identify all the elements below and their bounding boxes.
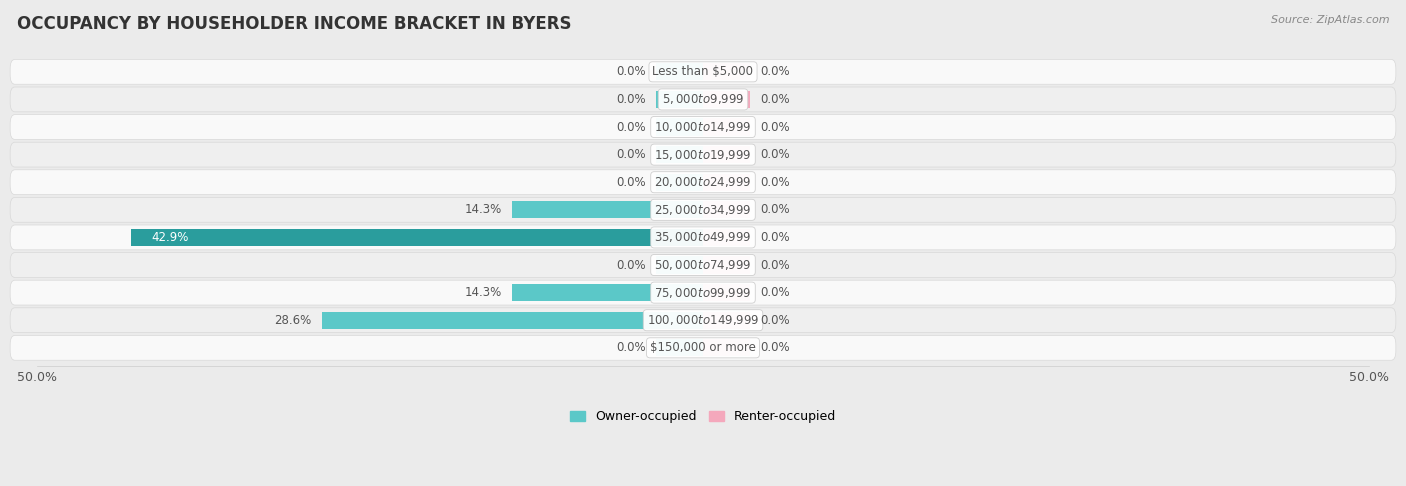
Text: $35,000 to $49,999: $35,000 to $49,999	[654, 230, 752, 244]
FancyBboxPatch shape	[10, 225, 1396, 250]
Text: $50,000 to $74,999: $50,000 to $74,999	[654, 258, 752, 272]
FancyBboxPatch shape	[10, 170, 1396, 194]
Bar	[703, 119, 749, 136]
Text: 0.0%: 0.0%	[761, 176, 790, 189]
Text: 0.0%: 0.0%	[616, 121, 645, 134]
Bar	[657, 119, 703, 136]
Text: 0.0%: 0.0%	[761, 231, 790, 244]
Bar	[131, 229, 703, 246]
Text: $150,000 or more: $150,000 or more	[650, 341, 756, 354]
Bar	[657, 257, 703, 274]
Text: 0.0%: 0.0%	[761, 148, 790, 161]
FancyBboxPatch shape	[10, 280, 1396, 305]
Text: 0.0%: 0.0%	[761, 341, 790, 354]
Text: 0.0%: 0.0%	[761, 203, 790, 216]
Text: 0.0%: 0.0%	[616, 259, 645, 272]
Text: 14.3%: 14.3%	[464, 203, 502, 216]
FancyBboxPatch shape	[10, 253, 1396, 278]
FancyBboxPatch shape	[10, 115, 1396, 139]
FancyBboxPatch shape	[10, 59, 1396, 84]
Bar	[512, 284, 703, 301]
FancyBboxPatch shape	[10, 335, 1396, 360]
Bar	[703, 229, 749, 246]
Text: 0.0%: 0.0%	[761, 314, 790, 327]
Bar	[703, 201, 749, 218]
Text: 0.0%: 0.0%	[616, 93, 645, 106]
Text: Less than $5,000: Less than $5,000	[652, 65, 754, 78]
Bar	[657, 91, 703, 108]
Text: $100,000 to $149,999: $100,000 to $149,999	[647, 313, 759, 327]
Text: $5,000 to $9,999: $5,000 to $9,999	[662, 92, 744, 106]
Text: $10,000 to $14,999: $10,000 to $14,999	[654, 120, 752, 134]
Text: $20,000 to $24,999: $20,000 to $24,999	[654, 175, 752, 189]
Text: 0.0%: 0.0%	[761, 65, 790, 78]
Bar	[703, 284, 749, 301]
Bar	[703, 91, 749, 108]
Bar	[703, 146, 749, 163]
Text: 0.0%: 0.0%	[761, 286, 790, 299]
Text: 0.0%: 0.0%	[616, 148, 645, 161]
Text: $75,000 to $99,999: $75,000 to $99,999	[654, 286, 752, 300]
Bar	[703, 339, 749, 356]
FancyBboxPatch shape	[10, 87, 1396, 112]
Text: $25,000 to $34,999: $25,000 to $34,999	[654, 203, 752, 217]
Bar	[703, 174, 749, 191]
Text: 0.0%: 0.0%	[616, 176, 645, 189]
Bar	[657, 63, 703, 80]
Bar	[703, 257, 749, 274]
Text: 28.6%: 28.6%	[274, 314, 311, 327]
Text: 0.0%: 0.0%	[761, 121, 790, 134]
Text: 0.0%: 0.0%	[616, 65, 645, 78]
Text: 0.0%: 0.0%	[616, 341, 645, 354]
Text: OCCUPANCY BY HOUSEHOLDER INCOME BRACKET IN BYERS: OCCUPANCY BY HOUSEHOLDER INCOME BRACKET …	[17, 15, 571, 33]
FancyBboxPatch shape	[10, 197, 1396, 222]
Bar	[322, 312, 703, 329]
Bar	[657, 339, 703, 356]
Text: 42.9%: 42.9%	[152, 231, 188, 244]
Bar	[512, 201, 703, 218]
Text: 0.0%: 0.0%	[761, 259, 790, 272]
Text: $15,000 to $19,999: $15,000 to $19,999	[654, 148, 752, 162]
Text: 14.3%: 14.3%	[464, 286, 502, 299]
Bar	[657, 146, 703, 163]
Text: 0.0%: 0.0%	[761, 93, 790, 106]
Bar	[703, 312, 749, 329]
Text: Source: ZipAtlas.com: Source: ZipAtlas.com	[1271, 15, 1389, 25]
FancyBboxPatch shape	[10, 308, 1396, 332]
Bar	[703, 63, 749, 80]
Bar	[657, 174, 703, 191]
Legend: Owner-occupied, Renter-occupied: Owner-occupied, Renter-occupied	[565, 405, 841, 428]
FancyBboxPatch shape	[10, 142, 1396, 167]
